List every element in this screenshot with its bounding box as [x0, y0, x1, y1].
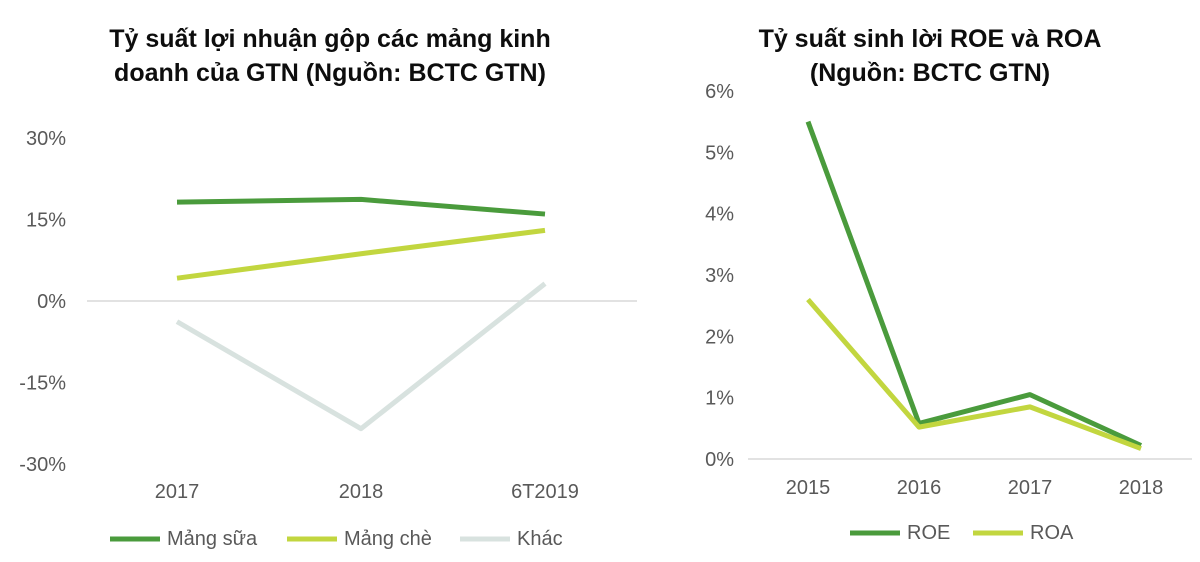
y-tick-label: 30% [26, 128, 66, 150]
y-tick-label: 0% [37, 291, 66, 313]
y-tick-label: 3% [705, 265, 734, 287]
series-line-khác [175, 281, 547, 432]
roe-roa-plot: 6% 5% 4% 3% 2% 1% 0% 2015 2016 2017 2018 ROE ROA [705, 81, 1192, 544]
x-tick-label: 2016 [897, 477, 942, 499]
legend-label: Mảng chè [344, 528, 432, 550]
y-tick-label: 4% [705, 204, 734, 226]
x-tick-label: 2017 [155, 481, 200, 503]
series-line-roa [806, 297, 1142, 451]
chart-title-line-2: (Nguồn: BCTC GTN) [809, 59, 1051, 87]
gross-margin-plot: 30% 15% 0% -15% -30% 2017 2018 6T2019 Mảng sữa Mả… [19, 128, 637, 550]
gross-margin-chart: Tỷ suất lợi nhuận gộp các mảng kinh doan… [0, 22, 660, 550]
chart-title: Tỷ suất sinh lời ROE và ROA (Nguồn: BCTC… [660, 22, 1200, 90]
chart-title-line-1: Tỷ suất sinh lời ROE và ROA [758, 25, 1102, 53]
x-tick-label: 2017 [1008, 477, 1053, 499]
x-tick-label: 2018 [339, 481, 384, 503]
series-line-mảng-sữa [176, 196, 546, 217]
chart-title: Tỷ suất lợi nhuận gộp các mảng kinh doan… [0, 22, 660, 90]
legend-label: Khác [517, 528, 563, 550]
series-line-roe [805, 120, 1143, 448]
y-tick-label: 6% [705, 81, 734, 103]
legend-label: ROE [907, 522, 950, 544]
legend-label: Mảng sữa [167, 528, 258, 550]
x-tick-label: 2018 [1119, 477, 1164, 499]
chart-title-line-1: Tỷ suất lợi nhuận gộp các mảng kinh [109, 25, 551, 53]
y-tick-label: -30% [19, 454, 66, 476]
y-tick-label: 15% [26, 210, 66, 232]
y-tick-label: 5% [705, 142, 734, 164]
y-tick-label: 1% [705, 388, 734, 410]
legend-label: ROA [1030, 522, 1074, 544]
roe-roa-chart: Tỷ suất sinh lời ROE và ROA (Nguồn: BCTC… [660, 0, 1200, 562]
y-tick-label: 0% [705, 449, 734, 471]
series-line-mảng-chè [176, 227, 546, 281]
x-tick-label: 6T2019 [511, 481, 579, 503]
y-tick-label: 2% [705, 326, 734, 348]
x-tick-label: 2015 [786, 477, 831, 499]
chart-title-line-2: doanh của GTN (Nguồn: BCTC GTN) [114, 59, 546, 87]
y-tick-label: -15% [19, 373, 66, 395]
